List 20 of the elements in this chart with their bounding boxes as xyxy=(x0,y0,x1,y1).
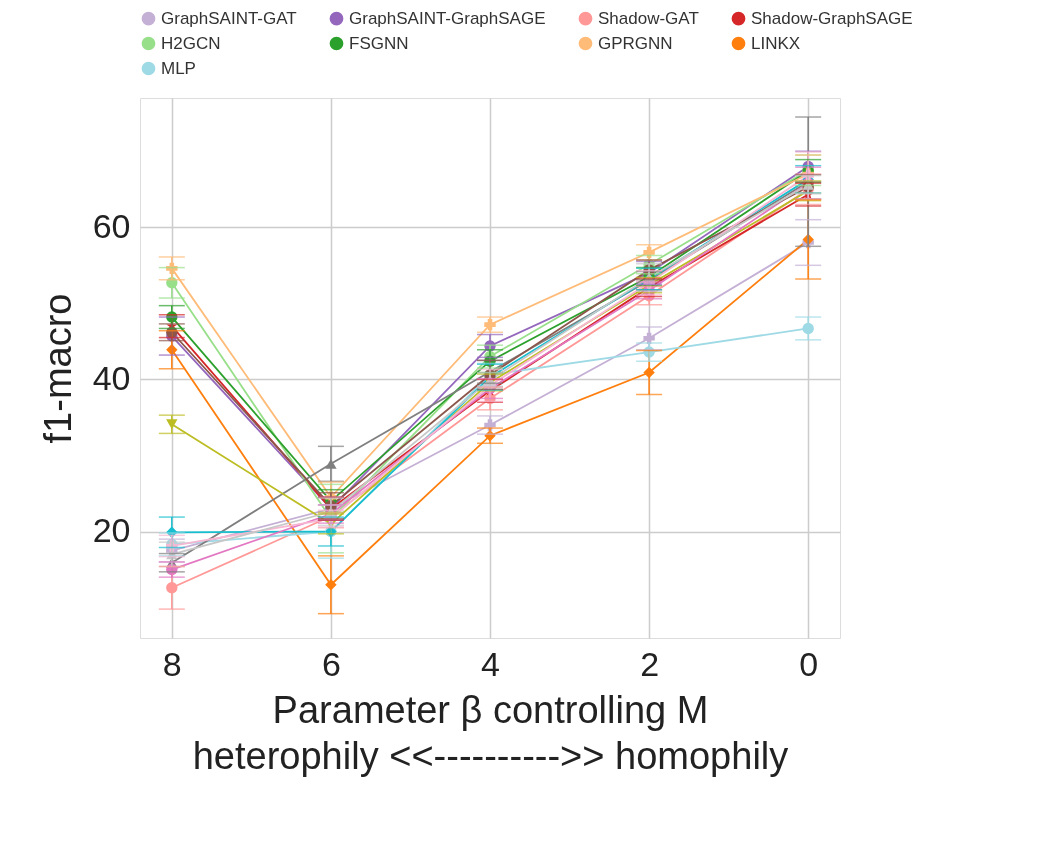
text: heterophily <<---------->> homophily xyxy=(192,734,789,777)
legend-label: FSGNN xyxy=(349,33,409,53)
y-tick-label: 60 xyxy=(92,206,131,245)
legend-label: LINKX xyxy=(751,33,801,53)
y-axis-title: f1-macro xyxy=(36,293,79,444)
x-tick-label: 0 xyxy=(799,644,819,683)
x-tick-label: 8 xyxy=(162,644,182,683)
legend-label: MLP xyxy=(161,58,196,78)
legend-label: GPRGNN xyxy=(598,33,673,53)
legend-label: H2GCN xyxy=(161,33,221,53)
y-tick-label: 20 xyxy=(92,511,131,550)
legend-label: GraphSAINT-GraphSAGE xyxy=(349,8,546,28)
x-axis-title: Parameter β controlling M xyxy=(272,688,709,731)
x-tick-label: 6 xyxy=(321,644,341,683)
y-tick-label: 40 xyxy=(92,358,131,397)
legend-label: GraphSAINT-GAT xyxy=(161,8,297,28)
legend-label: Shadow-GAT xyxy=(598,8,699,28)
x-tick-label: 2 xyxy=(640,644,660,683)
legend-label: Shadow-GraphSAGE xyxy=(751,8,913,28)
x-tick-label: 4 xyxy=(481,644,500,683)
